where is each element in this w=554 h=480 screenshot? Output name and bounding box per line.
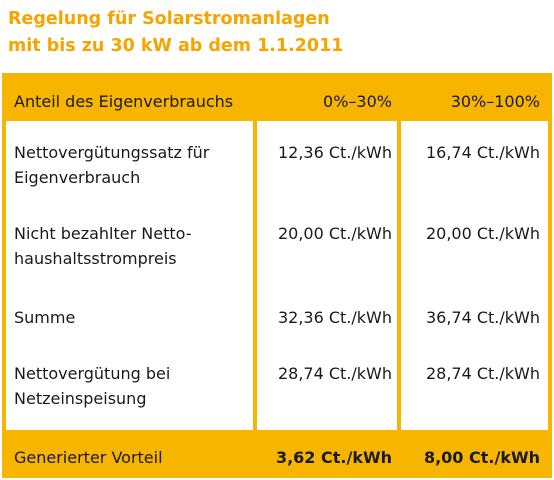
row-label-line: Nettovergütung bei bbox=[14, 364, 171, 383]
row-label-line: haushaltsstrompreis bbox=[14, 249, 177, 268]
row-label-line: Nettovergütungssatz für bbox=[14, 143, 210, 162]
row-label-line: Eigenverbrauch bbox=[14, 168, 141, 187]
footer-label: Generierter Vorteil bbox=[14, 448, 163, 467]
row-value-col-1: 28,74 Ct./kWh bbox=[277, 364, 392, 383]
row-value-col-1: 20,00 Ct./kWh bbox=[277, 224, 392, 243]
row-value-col-1: 32,36 Ct./kWh bbox=[277, 308, 392, 327]
row-label: Nettovergütung bei Netzeinspeisung bbox=[2, 361, 257, 411]
feed-in-tariff-table: Anteil des Eigenverbrauchs 0%–30% 30%–10… bbox=[2, 73, 552, 478]
row-label-line: Netzeinspeisung bbox=[14, 389, 147, 408]
page-title: Regelung für Solarstromanlagen mit bis z… bbox=[8, 6, 343, 60]
row-value-col-2: 28,74 Ct./kWh bbox=[425, 364, 540, 383]
row-label: Summe bbox=[2, 305, 257, 330]
table-body: Nettovergütungssatz für Eigenverbrauch 1… bbox=[2, 121, 552, 430]
header-label: Anteil des Eigenverbrauchs bbox=[14, 92, 234, 111]
header-col-2: 30%–100% bbox=[450, 92, 540, 111]
row-label: Nettovergütungssatz für Eigenverbrauch bbox=[2, 140, 257, 190]
row-label-line: Nicht bezahlter Netto- bbox=[14, 224, 192, 243]
row-label: Nicht bezahlter Netto- haushaltsstrompre… bbox=[2, 221, 257, 271]
body-column-1 bbox=[6, 121, 253, 430]
row-label-line: Summe bbox=[14, 308, 76, 327]
row-value-col-1: 12,36 Ct./kWh bbox=[277, 143, 392, 162]
body-column-2 bbox=[257, 121, 397, 430]
body-column-3 bbox=[401, 121, 548, 430]
title-line-1: Regelung für Solarstromanlagen bbox=[8, 9, 330, 29]
footer-col-2: 8,00 Ct./kWh bbox=[423, 448, 540, 467]
title-line-2: mit bis zu 30 kW ab dem 1.1.2011 bbox=[8, 36, 344, 56]
row-value-col-2: 36,74 Ct./kWh bbox=[425, 308, 540, 327]
row-value-col-2: 16,74 Ct./kWh bbox=[425, 143, 540, 162]
footer-col-1: 3,62 Ct./kWh bbox=[275, 448, 392, 467]
header-col-1: 0%–30% bbox=[323, 92, 392, 111]
row-value-col-2: 20,00 Ct./kWh bbox=[425, 224, 540, 243]
